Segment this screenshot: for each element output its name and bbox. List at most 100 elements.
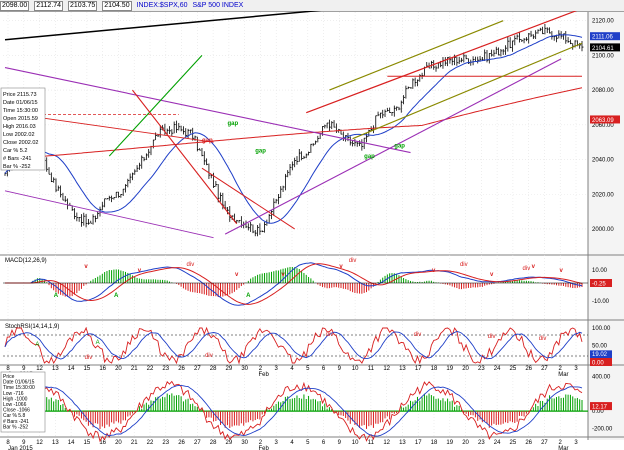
x-tick-label: 2 xyxy=(559,440,563,446)
stoch-annotation: div xyxy=(85,355,93,361)
macd-v-marker: v xyxy=(339,264,343,270)
x-tick-label: 8 xyxy=(6,440,10,446)
price-info-line: Close 2002.02 xyxy=(3,140,38,146)
macd-v-marker: v xyxy=(559,268,563,274)
x-tick-label: 2 xyxy=(259,366,263,372)
stoch-d-line xyxy=(4,331,583,360)
x-tick-label: 17 xyxy=(415,440,422,446)
trendline-red-short xyxy=(201,167,295,230)
stoch-value-tag-bg xyxy=(590,350,612,359)
x-tick-label: 27 xyxy=(541,440,548,446)
stoch-value-tag-bg xyxy=(590,358,612,366)
x-tick-label: 17 xyxy=(415,366,422,372)
x-tick-label: 5 xyxy=(306,366,310,372)
x-tick-label: 4 xyxy=(290,366,294,372)
macd-a-marker: A xyxy=(114,293,119,299)
x-tick-label: 21 xyxy=(131,440,138,446)
x-tick-label: 23 xyxy=(478,440,485,446)
plot-background xyxy=(0,12,624,450)
x-tick-label: 21 xyxy=(131,366,138,372)
month-label: Mar xyxy=(558,446,568,450)
x-tick-label: 3 xyxy=(574,440,578,446)
x-tick-label: 9 xyxy=(22,366,26,372)
macd-v-marker: v xyxy=(281,272,285,278)
bottom-info-line: Low -716 xyxy=(3,391,24,397)
channel-olive-upper xyxy=(329,20,504,91)
stoch-value-tag: 19.02 xyxy=(592,352,608,358)
gap-label: gap xyxy=(364,154,375,160)
price-info-box xyxy=(0,87,46,171)
x-tick-label: 11 xyxy=(368,440,375,446)
macd-v-marker: v xyxy=(432,268,436,274)
x-tick-label: 2 xyxy=(259,440,263,446)
x-tick-label: 9 xyxy=(22,440,26,446)
bottom-info-line: Close -1066 xyxy=(3,408,30,414)
trendline-black xyxy=(4,11,322,41)
gap-label: gap xyxy=(255,149,266,155)
x-tick-label: 12 xyxy=(383,366,390,372)
price-info-line: High 2016.03 xyxy=(3,124,36,130)
moving-average-blue xyxy=(4,34,583,224)
price-info-line: Price 2115.73 xyxy=(3,92,37,98)
stoch-annotation: div xyxy=(488,334,496,340)
x-tick-label: 18 xyxy=(431,440,438,446)
x-tick-label: 20 xyxy=(462,440,469,446)
x-tick-label: 26 xyxy=(525,440,532,446)
bottom-info-line: Time 15:30:00 xyxy=(3,385,35,391)
axis-strip xyxy=(588,12,624,440)
x-tick-label: 30 xyxy=(241,366,248,372)
x-tick-label: 19 xyxy=(446,440,453,446)
y-tick-label: 2100.00 xyxy=(592,53,614,59)
channel-purple-rising xyxy=(224,58,562,235)
channel-purple-upper xyxy=(4,67,411,154)
stoch-value-tag: 0.00 xyxy=(592,361,604,367)
y-tick-label: 2020.00 xyxy=(592,192,614,198)
price-info-line: Date 01/06/15 xyxy=(3,100,38,106)
price-info-line: Car % 5.2 xyxy=(3,148,27,154)
bottom-info-box xyxy=(0,371,46,433)
channel-green xyxy=(108,55,203,157)
bottom-info-line: Price xyxy=(3,374,15,380)
channel-olive-lower xyxy=(352,42,583,140)
x-tick-label: 6 xyxy=(322,366,326,372)
price-info-line: # Bars -241 xyxy=(3,156,31,162)
bottom-info-line: # Bars -241 xyxy=(3,419,29,425)
price-info-line: Low 2002.02 xyxy=(3,132,35,138)
x-tick-label: 26 xyxy=(178,440,185,446)
y-tick-label: 2040.00 xyxy=(592,158,614,164)
close-value: 2104.50 xyxy=(102,1,132,11)
x-tick-label: 2 xyxy=(559,366,563,372)
macd-y-tick: -10.00 xyxy=(592,299,610,305)
gap-label: gap xyxy=(202,138,213,144)
x-tick-label: 28 xyxy=(210,366,217,372)
x-tick-label: 22 xyxy=(147,366,154,372)
stoch-annotation: A xyxy=(96,340,100,346)
price-tag-background xyxy=(590,115,620,124)
x-tick-label: 4 xyxy=(290,440,294,446)
macd-a-marker: A xyxy=(246,293,251,299)
x-tick-label: 15 xyxy=(84,440,91,446)
x-tick-label: 11 xyxy=(368,366,375,372)
month-label: Mar xyxy=(558,372,568,378)
chart-svg[interactable]: 8899121213131414151516162020212122222323… xyxy=(0,11,624,450)
x-tick-label: 25 xyxy=(510,440,517,446)
macd-value-tag: -0.25 xyxy=(592,282,606,288)
x-tick-label: 12 xyxy=(383,440,390,446)
month-label: Feb xyxy=(258,372,269,378)
x-tick-label: 23 xyxy=(162,366,169,372)
x-tick-label: 20 xyxy=(462,366,469,372)
stoch-annotation: A xyxy=(35,342,39,348)
channel-red-upper xyxy=(306,11,578,114)
x-tick-label: 20 xyxy=(115,366,122,372)
x-tick-label: 16 xyxy=(99,366,106,372)
x-tick-label: 9 xyxy=(338,366,342,372)
bottom-y-tick: 400.00 xyxy=(592,375,611,381)
x-tick-label: 16 xyxy=(99,440,106,446)
stoch-annotation: div xyxy=(414,332,422,338)
bottom-value-tag-bg xyxy=(590,402,612,411)
x-tick-label: 3 xyxy=(275,440,279,446)
stoch-annotation: div xyxy=(205,353,213,359)
x-tick-label: 27 xyxy=(194,366,201,372)
stoch-annotation: div xyxy=(326,332,334,338)
macd-v-marker: v xyxy=(235,272,239,278)
